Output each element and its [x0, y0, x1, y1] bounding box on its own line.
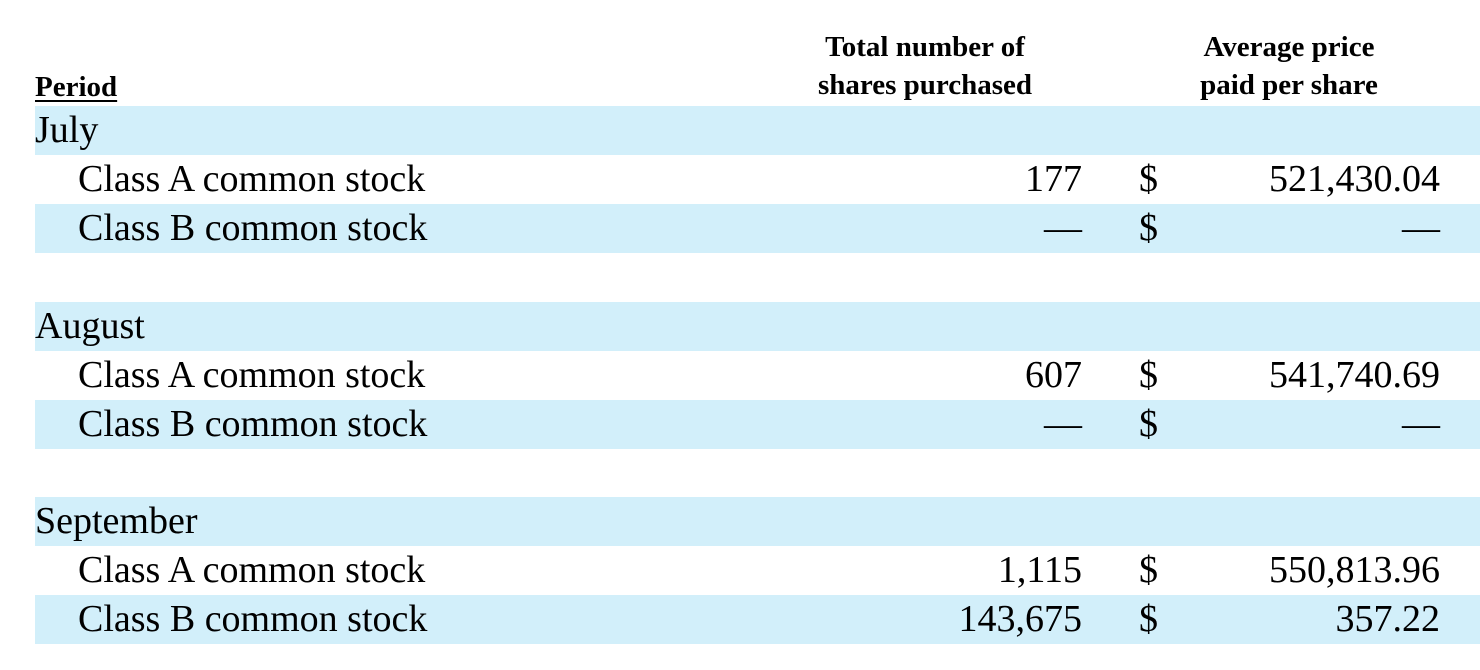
currency-symbol: $ [1139, 354, 1158, 396]
currency-symbol: $ [1139, 598, 1158, 640]
column-header-shares-line2: shares purchased [817, 69, 1033, 101]
shares-value: 143,675 [958, 598, 1083, 640]
column-header-shares-line1: Total number of [825, 31, 1025, 63]
column-header-period: Period [35, 71, 118, 103]
stock-class-label: Class A common stock [78, 354, 426, 396]
period-row-july: July [35, 106, 1480, 155]
price-value: 357.22 [1335, 598, 1441, 640]
column-header-price: Average price paid per share [1138, 28, 1440, 108]
price-value: — [1402, 403, 1440, 445]
stock-class-label: Class B common stock [78, 403, 428, 445]
period-row-september: September [35, 497, 1480, 546]
stock-class-label: Class A common stock [78, 158, 426, 200]
table-row: Class B common stock 143,675 $ 357.22 [35, 595, 1480, 644]
period-row-august: August [35, 302, 1480, 351]
shares-value: — [1044, 403, 1082, 445]
currency-symbol: $ [1139, 403, 1158, 445]
shares-value: 1,115 [997, 549, 1082, 591]
shares-value: 177 [1025, 158, 1082, 200]
price-value: 521,430.04 [1269, 158, 1440, 200]
table-row: Class A common stock 1,115 $ 550,813.96 [35, 546, 1480, 595]
column-header-price-line2: paid per share [1200, 69, 1378, 101]
currency-symbol: $ [1139, 549, 1158, 591]
table-row: Class B common stock — $ — [35, 204, 1480, 253]
stock-class-label: Class B common stock [78, 598, 428, 640]
column-header-price-line1: Average price [1203, 31, 1375, 63]
currency-symbol: $ [1139, 207, 1158, 249]
price-value: — [1402, 207, 1440, 249]
price-value: 541,740.69 [1269, 354, 1440, 396]
period-name: September [35, 500, 198, 542]
stock-class-label: Class B common stock [78, 207, 428, 249]
table-row: Class A common stock 607 $ 541,740.69 [35, 351, 1480, 400]
column-header-shares: Total number of shares purchased [768, 28, 1082, 108]
shares-value: 607 [1025, 354, 1082, 396]
currency-symbol: $ [1139, 158, 1158, 200]
table-row: Class A common stock 177 $ 521,430.04 [35, 155, 1480, 204]
stock-class-label: Class A common stock [78, 549, 426, 591]
period-name: August [35, 305, 145, 347]
period-name: July [35, 109, 99, 151]
table-row: Class B common stock — $ — [35, 400, 1480, 449]
shares-value: — [1044, 207, 1082, 249]
price-value: 550,813.96 [1269, 549, 1440, 591]
